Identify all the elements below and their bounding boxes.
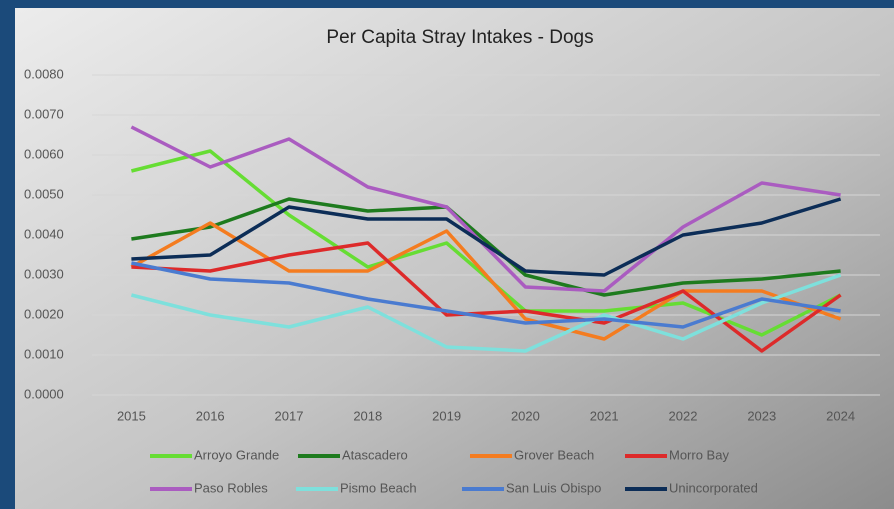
- x-tick-label: 2019: [432, 408, 461, 423]
- x-tick-label: 2020: [511, 408, 540, 423]
- series-line: [131, 197, 842, 277]
- x-tick-label: 2015: [117, 408, 146, 423]
- series-line: [131, 197, 841, 297]
- y-tick-label: 0.0000: [24, 386, 64, 401]
- x-tick-label: 2018: [353, 408, 382, 423]
- y-tick-label: 0.0060: [24, 146, 64, 161]
- legend-label: Unincorporated: [669, 480, 758, 495]
- series-line: [130, 273, 842, 353]
- legend-label: Pismo Beach: [340, 480, 417, 495]
- legend-label: San Luis Obispo: [506, 480, 601, 495]
- legend-label: Atascadero: [342, 447, 408, 462]
- y-tick-label: 0.0070: [24, 106, 64, 121]
- x-tick-label: 2017: [275, 408, 304, 423]
- y-tick-label: 0.0040: [24, 226, 64, 241]
- series-line: [131, 261, 841, 329]
- y-tick-label: 0.0080: [24, 66, 64, 81]
- x-tick-label: 2021: [590, 408, 619, 423]
- legend-label: Arroyo Grande: [194, 447, 279, 462]
- x-tick-label: 2024: [826, 408, 855, 423]
- y-tick-label: 0.0050: [24, 186, 64, 201]
- legend-label: Morro Bay: [669, 447, 729, 462]
- y-tick-label: 0.0010: [24, 346, 64, 361]
- x-tick-label: 2022: [669, 408, 698, 423]
- legend-label: Paso Robles: [194, 480, 268, 495]
- series-line: [130, 221, 842, 341]
- x-tick-label: 2023: [747, 408, 776, 423]
- y-tick-label: 0.0030: [24, 266, 64, 281]
- chart-title: Per Capita Stray Intakes - Dogs: [326, 27, 593, 48]
- legend-label: Grover Beach: [514, 447, 594, 462]
- x-tick-label: 2016: [196, 408, 225, 423]
- y-tick-label: 0.0020: [24, 306, 64, 321]
